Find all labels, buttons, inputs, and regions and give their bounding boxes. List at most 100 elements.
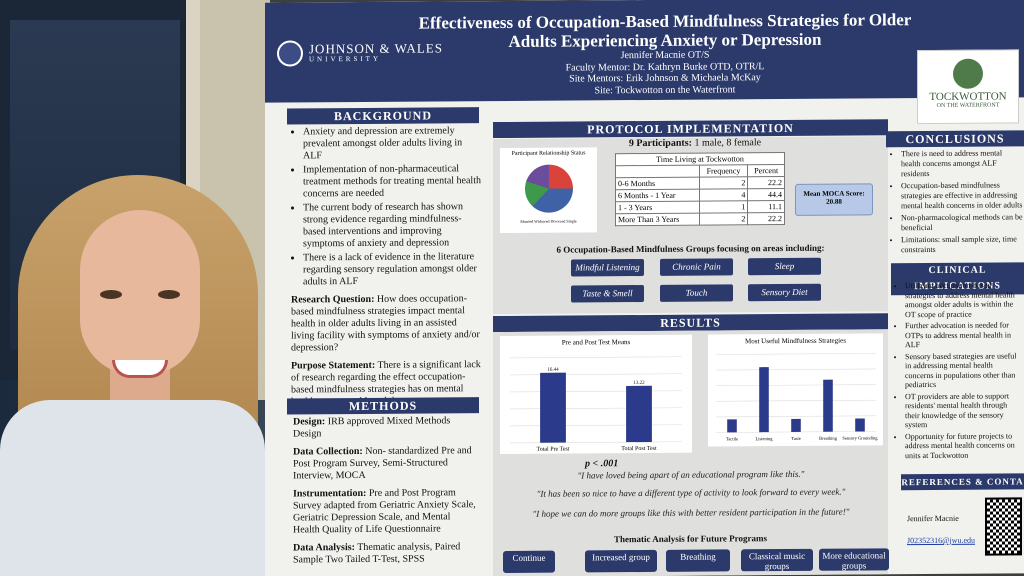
gridline: [510, 356, 682, 359]
left-eye: [100, 290, 122, 299]
pre-post-chart-title: Pre and Post Test Means: [561, 338, 631, 347]
table-cell: 1: [699, 200, 748, 214]
p-value: p < .001: [585, 458, 619, 470]
gridline: [510, 424, 682, 427]
conclusion-bullet: There is need to address mental health c…: [901, 148, 1023, 179]
table-cell: 22.2: [747, 212, 785, 225]
clinical-bullet: Sensory based strategies are useful in a…: [905, 351, 1023, 390]
group-label: Chronic Pain: [660, 258, 733, 276]
gridline: [510, 441, 682, 444]
participants-line: 9 Participants: 1 male, 8 female: [625, 137, 765, 150]
poster-title: Effectiveness of Occupation-Based Mindfu…: [418, 10, 912, 51]
table-body: 0-6 Months 2 22.2 6 Months - 1 Year 4 44.4 1 -…: [615, 176, 785, 226]
bar: [791, 418, 801, 432]
table-cell: 6 Months - 1 Year: [615, 189, 699, 202]
x-tick-label: Total Pre Test: [536, 447, 569, 453]
conclusion-bullet: Limitations: small sample size, time con…: [901, 234, 1023, 255]
table-header-cell: Percent: [747, 164, 785, 177]
background-heading: BACKGROUND: [287, 107, 479, 125]
bar: [540, 372, 566, 443]
collection-label: Data Collection:: [293, 445, 363, 458]
shirt: [0, 400, 265, 576]
pie-graphic: [524, 164, 573, 213]
qr-code: [985, 497, 1022, 556]
thematic-item: Classical music groups: [741, 548, 813, 572]
methods-heading: METHODS: [287, 397, 479, 415]
tockwotton-logo: TOCKWOTTON ON THE WATERFRONT: [917, 49, 1019, 125]
moca-value: 20.88: [826, 197, 842, 206]
clinical-bullet: Opportunity for future projects to addre…: [905, 431, 1023, 460]
x-tick-label: Sensory Grounding: [842, 435, 878, 440]
conclusions-list: There is need to address mental health c…: [889, 148, 1023, 255]
conclusions-heading: CONCLUSIONS: [886, 130, 1024, 148]
thematic-item: Increased group: [585, 549, 657, 573]
moca-label: Mean MOCA Score:: [803, 189, 865, 198]
table-cell: More Than 3 Years: [615, 213, 699, 226]
table-cell: 22.2: [747, 176, 785, 189]
thematic-item: Continue: [503, 550, 555, 573]
research-question-label: Research Question:: [291, 293, 375, 306]
pie-legend: Married Widowed Divorced Single: [520, 218, 577, 224]
strategies-chart-title: Most Useful Mindfulness Strategies: [745, 336, 846, 346]
table-cell: 2: [699, 176, 748, 190]
x-tick-label: Listening: [756, 436, 774, 441]
analysis-label: Data Analysis:: [293, 542, 355, 554]
clinical-bullet: Further advocation is needed for OTPs to…: [905, 320, 1023, 349]
gridline: [716, 415, 876, 418]
design-label: Design:: [293, 416, 326, 428]
strategies-chart-svg: Tactile Listening Taste Breathing Sensory Gr…: [716, 353, 878, 441]
table-cell: 2: [699, 212, 748, 226]
background-bullet: There is a lack of evidence in the liter…: [303, 251, 481, 288]
bar: [855, 418, 865, 432]
table-cell: 4: [699, 188, 748, 202]
thematic-item: Breathing: [666, 549, 730, 572]
purpose-label: Purpose Statement:: [291, 359, 376, 372]
data-label: 13.22: [633, 381, 645, 386]
group-label: Mindful Listening: [571, 259, 644, 277]
gridline: [510, 390, 682, 393]
table-row: More Than 3 Years 2 22.2: [615, 212, 785, 226]
gridline: [716, 368, 876, 371]
x-tick-label: Tactile: [726, 436, 738, 441]
bar: [823, 379, 833, 432]
conclusion-bullet: Non-pharmacological methods can be benef…: [901, 212, 1023, 233]
moca-score-box: Mean MOCA Score: 20.88: [795, 183, 873, 216]
gridline: [716, 353, 876, 355]
bar: [759, 367, 769, 433]
background-list: Anxiety and depression are extremely pre…: [291, 125, 481, 288]
pre-post-chart-svg: Total Pre Test 16.44 Total Post Test 13.22: [510, 356, 682, 453]
ref-email: J02352316@jwu.edu: [907, 535, 976, 546]
protocol-heading: PROTOCOL IMPLEMENTATION: [493, 119, 888, 139]
partner-logo-text: TOCKWOTTON: [929, 90, 1007, 104]
bar: [727, 419, 737, 433]
tree-icon: [953, 58, 983, 89]
background-bullet: Anxiety and depression are extremely pre…: [303, 125, 481, 162]
ref-name: Jennifer Macnie: [907, 513, 959, 524]
right-eye: [158, 290, 180, 299]
background-section: Anxiety and depression are extremely pre…: [291, 125, 481, 408]
bar: [626, 385, 652, 443]
instrumentation-label: Instrumentation:: [293, 487, 367, 500]
research-poster: JOHNSON & WALES UNIVERSITY Effectiveness…: [265, 0, 1024, 576]
group-label: Touch: [660, 284, 733, 302]
presenter-person: [0, 170, 280, 576]
gridline: [510, 373, 682, 376]
clinical-bullet: OT providers are able to support residen…: [905, 391, 1023, 430]
gridline: [716, 384, 876, 387]
methods-section: Design: IRB approved Mixed Methods Desig…: [293, 415, 479, 566]
poster-authors: Jennifer Macnie OT/S Faculty Mentor: Dr.…: [515, 49, 815, 97]
group-label: Sleep: [748, 257, 821, 276]
x-tick-label: Total Post Test: [621, 446, 657, 452]
pie-title: Participant Relationship Status: [511, 150, 586, 157]
table-cell: 44.4: [747, 188, 785, 201]
group-label: Taste & Smell: [571, 285, 644, 303]
background-bullet: Implementation of non-pharmaceutical tre…: [303, 163, 481, 200]
strategies-chart: Most Useful Mindfulness Strategies Tacti…: [708, 333, 883, 447]
poster-header: JOHNSON & WALES UNIVERSITY Effectiveness…: [265, 0, 1024, 103]
x-tick-label: Taste: [791, 436, 800, 441]
data-label: 16.44: [547, 368, 559, 373]
face: [80, 210, 200, 375]
pre-post-chart: Pre and Post Test Means Total Pre Test 16…: [500, 334, 692, 455]
participants-label: 9 Participants:: [628, 137, 692, 150]
table-header-cell: [615, 165, 699, 178]
